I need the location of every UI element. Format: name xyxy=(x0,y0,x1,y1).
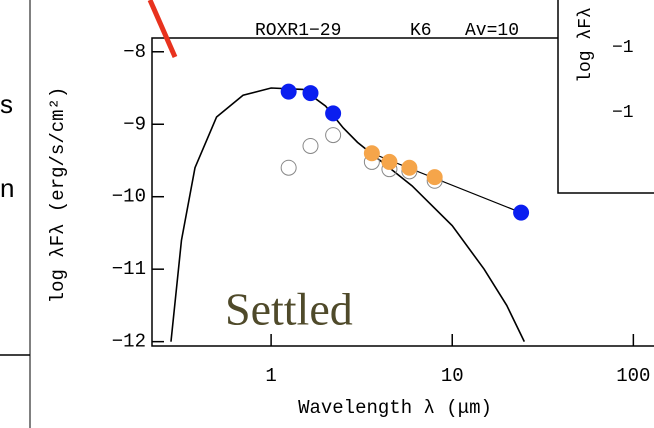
inset: log λFλ −1 −1 xyxy=(557,0,654,194)
annotation: Settled xyxy=(225,284,353,335)
chart-title: ROXR1−29 xyxy=(255,21,341,41)
x-tick-label: 100 xyxy=(616,365,650,387)
spectral-type: K6 xyxy=(410,21,432,41)
inset-y-label: log λFλ xyxy=(576,7,596,83)
point xyxy=(302,85,319,102)
y-tick-label: −8 xyxy=(123,41,146,63)
point xyxy=(426,169,443,186)
y-tick-label: −9 xyxy=(123,113,146,135)
inset-frame xyxy=(557,0,654,194)
point xyxy=(381,153,398,170)
point xyxy=(513,204,530,221)
x-axis-label: Wavelength λ (μm) xyxy=(298,397,492,419)
point xyxy=(325,105,342,122)
point xyxy=(280,159,297,176)
extinction: Av=10 xyxy=(465,21,519,41)
x-tick-label: 1 xyxy=(265,365,276,387)
slide-text: s xyxy=(0,89,13,119)
y-tick-label: −10 xyxy=(112,186,146,208)
point xyxy=(280,83,297,100)
point xyxy=(302,137,319,154)
point xyxy=(401,159,418,176)
inset-tick: −1 xyxy=(612,38,634,58)
point xyxy=(363,145,380,162)
inset-tick: −1 xyxy=(612,103,634,123)
y-tick-label: −11 xyxy=(112,258,146,280)
y-tick-label: −12 xyxy=(112,331,146,353)
plot-frame xyxy=(151,37,654,347)
x-tick-label: 10 xyxy=(441,365,464,387)
point xyxy=(325,127,342,144)
pointer-line xyxy=(147,0,178,59)
y-axis-label: log λFλ (erg/s/cm²) xyxy=(47,87,69,304)
slide-text: n xyxy=(0,173,14,203)
